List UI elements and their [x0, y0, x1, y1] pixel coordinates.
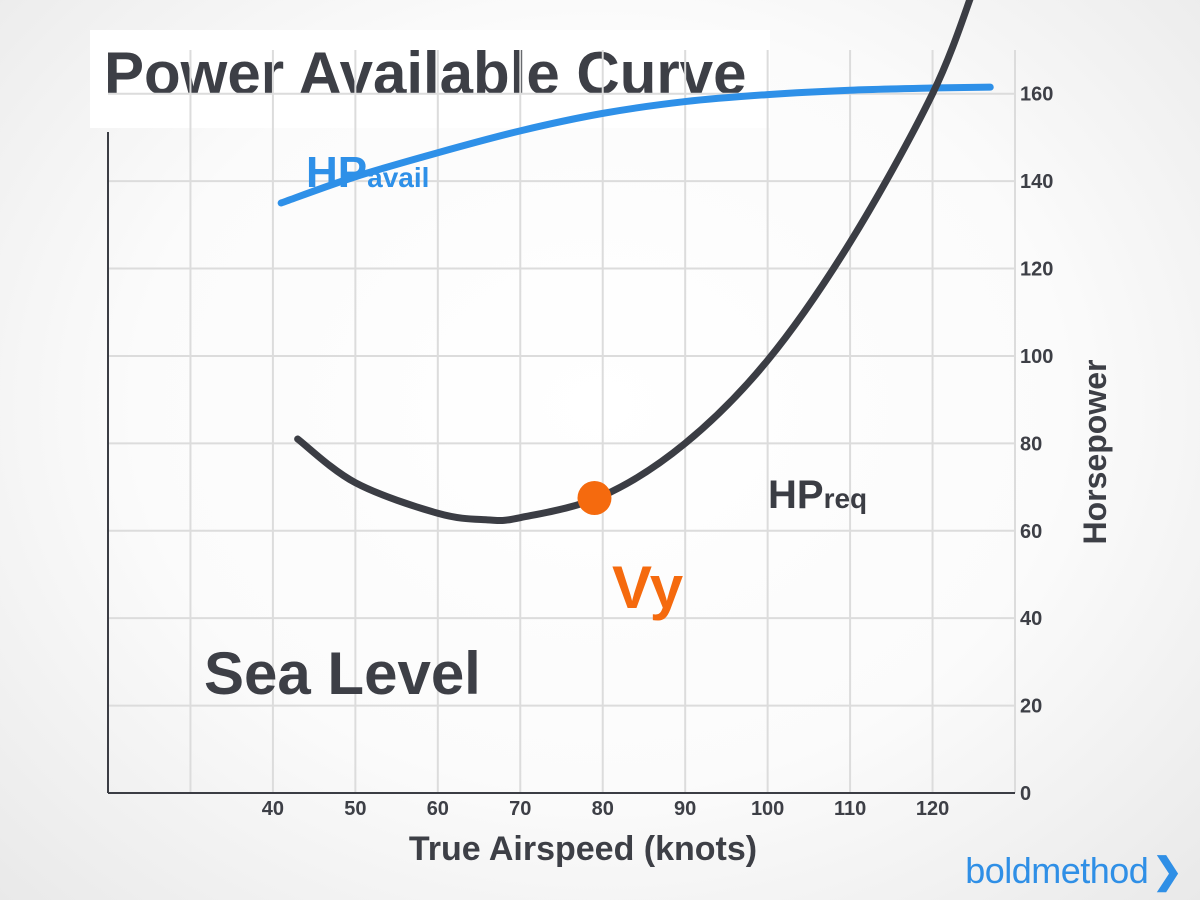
axes — [107, 132, 1015, 794]
x-tick-label: 50 — [344, 798, 366, 820]
y-tick-label: 20 — [1020, 696, 1042, 718]
x-tick-label: 70 — [509, 798, 531, 820]
chart-title: Power Available Curve — [104, 40, 746, 107]
y-tick-label: 140 — [1020, 171, 1053, 193]
x-tick-label: 110 — [834, 798, 866, 820]
x-tick-label: 100 — [751, 798, 784, 820]
series-label-hpreq: HPreq — [768, 473, 867, 517]
y-tick-label: 80 — [1020, 433, 1042, 455]
vy-point — [577, 480, 612, 515]
y-tick-labels: 0 20 40 60 80 100 120 140 160 — [1020, 84, 1053, 805]
series-lines — [277, 0, 994, 525]
series-label-hpavail: HPavail — [306, 148, 429, 197]
x-tick-label: 80 — [592, 798, 614, 820]
boldmethod-logo: boldmethod ❯ — [965, 850, 1182, 892]
y-tick-label: 0 — [1020, 783, 1031, 805]
x-tick-label: 120 — [916, 798, 949, 820]
series-line-hpavail — [277, 83, 994, 207]
series-line-hpreq — [294, 0, 974, 525]
y-tick-label: 160 — [1020, 84, 1053, 106]
x-tick-labels: 40 50 60 70 80 90 100 110 120 — [262, 798, 949, 820]
vy-label: Vy — [612, 554, 684, 621]
x-axis-label: True Airspeed (knots) — [409, 830, 757, 868]
title-background — [90, 30, 770, 128]
sea-level-label: Sea Level — [204, 640, 481, 707]
y-axis-label: Horsepower — [1077, 360, 1113, 545]
y-tick-label: 60 — [1020, 521, 1042, 543]
x-tick-label: 90 — [674, 798, 696, 820]
y-tick-label: 100 — [1020, 346, 1053, 368]
x-tick-label: 40 — [262, 798, 284, 820]
chevron-right-icon: ❯ — [1152, 850, 1182, 891]
logo-text: boldmethod — [965, 850, 1149, 891]
y-tick-label: 120 — [1020, 259, 1053, 281]
x-tick-label: 60 — [427, 798, 449, 820]
y-tick-label: 40 — [1020, 608, 1042, 630]
